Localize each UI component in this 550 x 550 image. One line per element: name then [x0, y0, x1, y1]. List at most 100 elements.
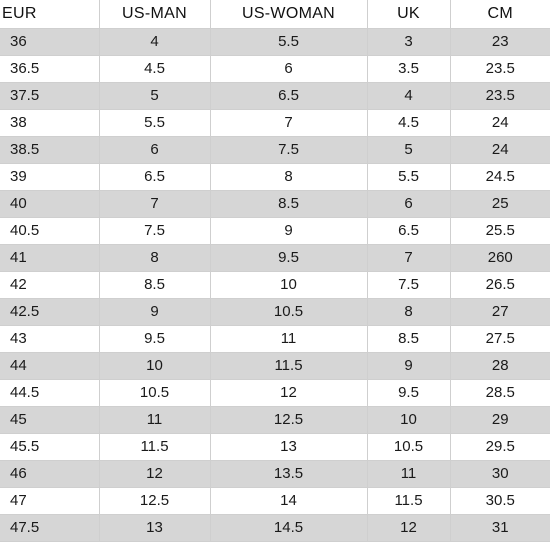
table-row: 47 12.5 14 11.5 30.5 — [0, 487, 550, 515]
table-row: 39 6.5 8 5.5 24.5 — [0, 163, 550, 191]
cell-uk: 6.5 — [366, 217, 451, 245]
cell-uk: 9.5 — [366, 379, 451, 407]
header-row: EUR US-MAN US-WOMAN UK CM — [0, 0, 550, 29]
cell-uk: 7 — [366, 244, 451, 272]
cell-us-man: 8.5 — [98, 271, 211, 299]
cell-cm: 23 — [449, 28, 550, 56]
cell-us-man: 6 — [98, 136, 211, 164]
cell-eur: 38.5 — [0, 136, 100, 164]
size-chart-header: EUR US-MAN US-WOMAN UK CM — [0, 0, 550, 29]
cell-us-woman: 6.5 — [209, 82, 368, 110]
cell-us-man: 11.5 — [98, 433, 211, 461]
cell-eur: 42.5 — [0, 298, 100, 326]
cell-eur: 45 — [0, 406, 100, 434]
cell-us-woman: 13.5 — [209, 460, 368, 488]
cell-us-woman: 14 — [209, 487, 368, 515]
cell-us-man: 11 — [98, 406, 211, 434]
cell-uk: 12 — [366, 514, 451, 542]
cell-us-woman: 8 — [209, 163, 368, 191]
header-cm: CM — [449, 0, 550, 29]
cell-uk: 11.5 — [366, 487, 451, 515]
cell-us-woman: 10.5 — [209, 298, 368, 326]
cell-cm: 260 — [449, 244, 550, 272]
cell-eur: 39 — [0, 163, 100, 191]
cell-cm: 25.5 — [449, 217, 550, 245]
cell-cm: 23.5 — [449, 82, 550, 110]
cell-eur: 46 — [0, 460, 100, 488]
cell-us-man: 7 — [98, 190, 211, 218]
table-row: 37.5 5 6.5 4 23.5 — [0, 82, 550, 110]
table-row: 45.5 11.5 13 10.5 29.5 — [0, 433, 550, 461]
cell-us-man: 9 — [98, 298, 211, 326]
cell-uk: 9 — [366, 352, 451, 380]
cell-us-man: 12 — [98, 460, 211, 488]
cell-eur: 36.5 — [0, 55, 100, 83]
cell-eur: 45.5 — [0, 433, 100, 461]
cell-eur: 43 — [0, 325, 100, 353]
header-us-woman: US-WOMAN — [209, 0, 368, 29]
table-row: 46 12 13.5 11 30 — [0, 460, 550, 488]
cell-us-man: 5 — [98, 82, 211, 110]
cell-eur: 47 — [0, 487, 100, 515]
cell-us-woman: 8.5 — [209, 190, 368, 218]
cell-uk: 4 — [366, 82, 451, 110]
cell-eur: 38 — [0, 109, 100, 137]
table-row: 36 4 5.5 3 23 — [0, 28, 550, 56]
table-row: 36.5 4.5 6 3.5 23.5 — [0, 55, 550, 83]
cell-cm: 24.5 — [449, 163, 550, 191]
cell-uk: 8.5 — [366, 325, 451, 353]
cell-eur: 42 — [0, 271, 100, 299]
cell-cm: 28.5 — [449, 379, 550, 407]
cell-uk: 11 — [366, 460, 451, 488]
cell-eur: 40.5 — [0, 217, 100, 245]
cell-us-woman: 13 — [209, 433, 368, 461]
cell-uk: 5.5 — [366, 163, 451, 191]
cell-cm: 25 — [449, 190, 550, 218]
cell-us-man: 8 — [98, 244, 211, 272]
table-row: 42 8.5 10 7.5 26.5 — [0, 271, 550, 299]
cell-uk: 4.5 — [366, 109, 451, 137]
cell-cm: 24 — [449, 109, 550, 137]
cell-uk: 7.5 — [366, 271, 451, 299]
header-eur: EUR — [0, 0, 100, 29]
cell-eur: 44.5 — [0, 379, 100, 407]
cell-us-woman: 9 — [209, 217, 368, 245]
cell-us-woman: 6 — [209, 55, 368, 83]
cell-uk: 8 — [366, 298, 451, 326]
table-row: 45 11 12.5 10 29 — [0, 406, 550, 434]
cell-uk: 5 — [366, 136, 451, 164]
table-row: 40.5 7.5 9 6.5 25.5 — [0, 217, 550, 245]
cell-cm: 27.5 — [449, 325, 550, 353]
cell-us-woman: 10 — [209, 271, 368, 299]
size-chart-body: 36 4 5.5 3 23 36.5 4.5 6 3.5 23.5 37.5 5 6.5 4 23.5 38 5… — [0, 28, 550, 542]
table-row: 44.5 10.5 12 9.5 28.5 — [0, 379, 550, 407]
cell-us-woman: 11.5 — [209, 352, 368, 380]
cell-eur: 37.5 — [0, 82, 100, 110]
cell-us-man: 13 — [98, 514, 211, 542]
cell-eur: 40 — [0, 190, 100, 218]
cell-uk: 6 — [366, 190, 451, 218]
cell-us-man: 4 — [98, 28, 211, 56]
cell-us-man: 10.5 — [98, 379, 211, 407]
cell-eur: 36 — [0, 28, 100, 56]
cell-eur: 44 — [0, 352, 100, 380]
cell-us-man: 12.5 — [98, 487, 211, 515]
cell-eur: 41 — [0, 244, 100, 272]
header-us-man: US-MAN — [98, 0, 211, 29]
cell-uk: 3 — [366, 28, 451, 56]
cell-us-woman: 12.5 — [209, 406, 368, 434]
cell-us-woman: 14.5 — [209, 514, 368, 542]
cell-cm: 28 — [449, 352, 550, 380]
cell-us-man: 4.5 — [98, 55, 211, 83]
table-row: 44 10 11.5 9 28 — [0, 352, 550, 380]
cell-uk: 3.5 — [366, 55, 451, 83]
cell-cm: 26.5 — [449, 271, 550, 299]
table-row: 43 9.5 11 8.5 27.5 — [0, 325, 550, 353]
cell-uk: 10.5 — [366, 433, 451, 461]
header-uk: UK — [366, 0, 451, 29]
cell-us-woman: 7.5 — [209, 136, 368, 164]
cell-eur: 47.5 — [0, 514, 100, 542]
cell-cm: 30 — [449, 460, 550, 488]
cell-us-man: 5.5 — [98, 109, 211, 137]
